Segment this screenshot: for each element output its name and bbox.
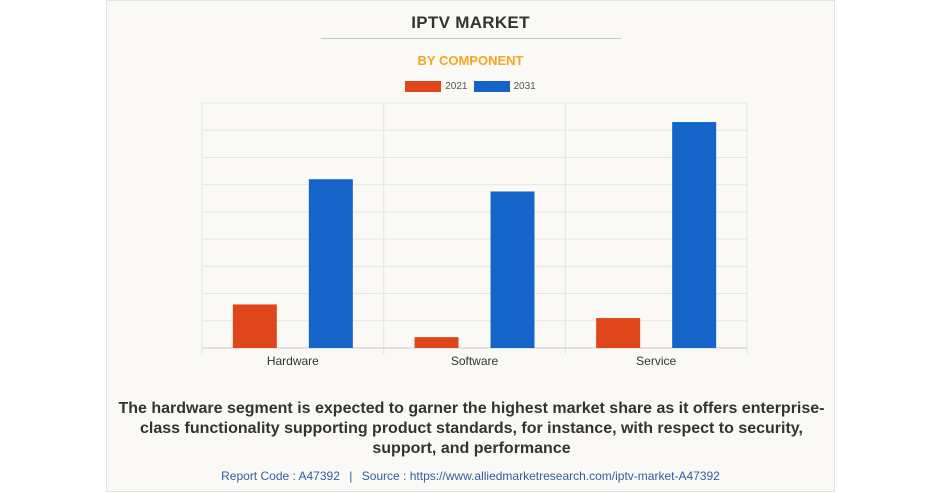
legend-label-2031: 2031 [513, 81, 536, 92]
title-divider [321, 38, 621, 39]
bar-hardware-2021 [232, 304, 277, 348]
report-code: Report Code : A47392 [221, 469, 340, 483]
chart-caption: The hardware segment is expected to garn… [118, 400, 825, 457]
chart-title: IPTV MARKET [411, 13, 530, 32]
footer: Report Code : A47392 | Source : https://… [107, 469, 834, 483]
legend: 2021 2031 [107, 81, 834, 92]
bar-chart: Hardware Software Service [201, 102, 748, 368]
bar-software-2021 [414, 337, 459, 348]
x-tick-label-software: Software [451, 354, 499, 368]
legend-swatch-2021 [405, 81, 442, 92]
x-tick-label-hardware: Hardware [267, 354, 319, 368]
legend-item-2031[interactable]: 2031 [473, 81, 536, 92]
bar-software-2031 [490, 191, 535, 348]
source-link[interactable]: Source : https://www.alliedmarketresearc… [361, 469, 720, 483]
legend-item-2021[interactable]: 2021 [405, 81, 468, 92]
bar-service-2021 [596, 318, 641, 348]
legend-label-2021: 2021 [445, 81, 468, 92]
legend-swatch-2031 [473, 81, 510, 92]
chart-card: IPTV MARKET BY COMPONENT 2021 2031 Hardw… [106, 0, 835, 492]
chart-subtitle: BY COMPONENT [417, 53, 524, 68]
bar-service-2031 [672, 122, 717, 348]
bar-hardware-2031 [308, 179, 353, 348]
footer-separator: | [349, 469, 353, 483]
x-tick-label-service: Service [636, 354, 676, 368]
